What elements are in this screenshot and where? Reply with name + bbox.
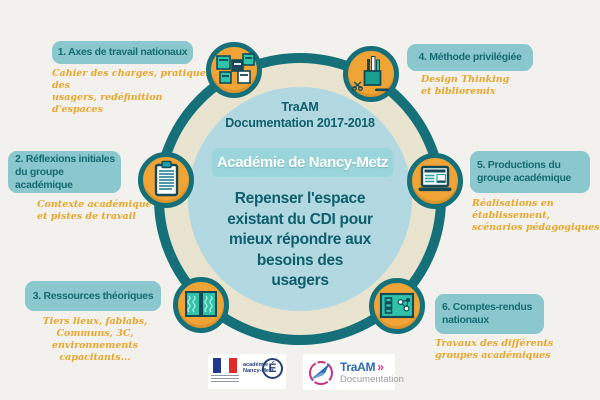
ministry-caption-lines — [211, 375, 239, 384]
academy-emblem-icon: É — [262, 358, 283, 379]
item4-subtitle: Design Thinking et biblioremix — [421, 74, 510, 97]
traam-name-text: TraAM — [340, 360, 376, 374]
academy-name: académie Nancy-Metz — [243, 362, 274, 374]
presentation-board-icon — [369, 278, 425, 334]
item2-subtitle: Contexte académique et pistes de travail — [37, 199, 152, 222]
academy-logo: académie Nancy-Metz É — [208, 354, 286, 389]
traam-name: TraAM» — [340, 360, 384, 374]
item6-label: 6. Comptes-rendus nationaux — [435, 294, 544, 334]
central-circle — [188, 87, 412, 311]
item3-label: 3. Ressources théoriques — [25, 281, 161, 311]
traam-chevrons: » — [377, 360, 384, 374]
item6-subtitle: Travaux des différents groupes académiqu… — [435, 338, 554, 361]
pencil-cup-icon — [343, 46, 399, 102]
item1-subtitle: Cahier des charges, pratiques des usager… — [52, 68, 212, 115]
open-book-icon — [173, 277, 229, 333]
item1-label: 1. Axes de travail nationaux — [52, 41, 193, 64]
traam-logo: TraAM» Documentation — [303, 354, 404, 390]
clipboard-icon — [138, 152, 194, 208]
academy-badge: Académie de Nancy-Metz — [212, 148, 393, 177]
sticky-notes-icon — [206, 42, 262, 98]
program-title: TraAM Documentation 2017-2018 — [225, 100, 375, 130]
item3-subtitle: Tiers lieux, fablabs, Communs, 3C, envir… — [42, 316, 148, 363]
central-statement: Repenser l'espace existant du CDI pour m… — [227, 190, 373, 289]
french-flag-icon — [213, 358, 237, 373]
item2-label: 2. Réflexions initiales du groupe académ… — [8, 151, 121, 193]
item5-label: 5. Productions du groupe académique — [470, 151, 590, 193]
traam-subtitle: Documentation — [340, 374, 404, 385]
item5-subtitle: Réalisations en établissement, scénarios… — [472, 198, 600, 233]
traam-swoosh-icon — [309, 361, 333, 385]
item4-label: 4. Méthode privilégiée — [407, 44, 533, 71]
laptop-icon — [407, 153, 463, 209]
